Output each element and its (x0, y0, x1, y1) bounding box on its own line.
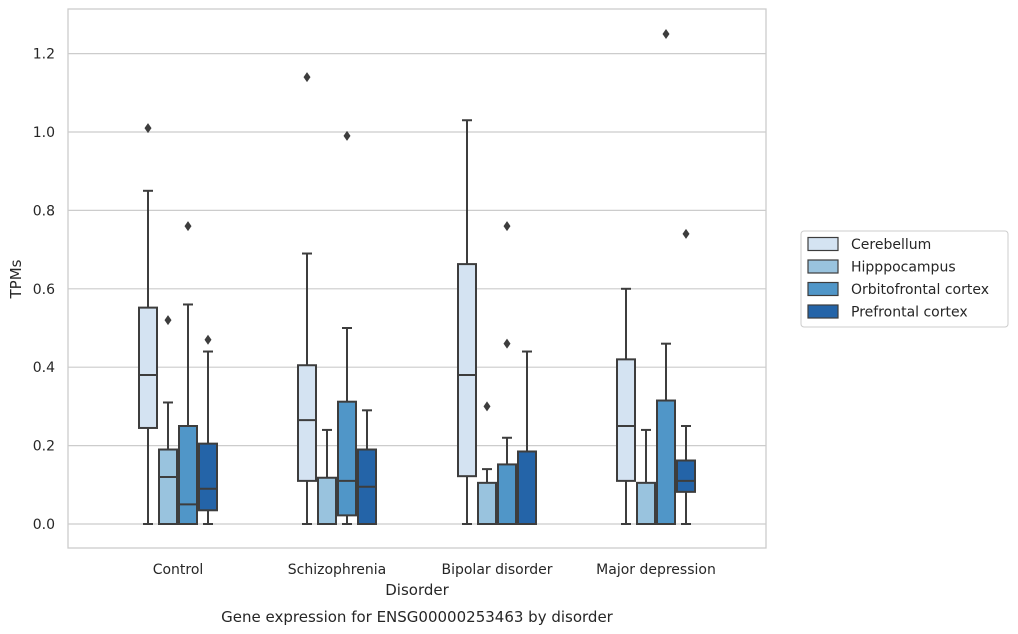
box-body (337, 400, 357, 517)
box-prefrontal-cortex (676, 228, 696, 525)
box-body (457, 263, 477, 478)
x-tick-label: Control (153, 562, 204, 578)
y-tick-label: 0.8 (33, 203, 55, 219)
outlier-point (682, 228, 690, 239)
box-orbitofrontal-cortex (178, 221, 198, 525)
box-hipppocampus (477, 401, 497, 525)
chart-caption: Gene expression for ENSG00000253463 by d… (221, 608, 614, 626)
box-prefrontal-cortex (198, 334, 218, 525)
box-cerebellum (297, 72, 317, 525)
outlier-point (184, 221, 192, 232)
box-orbitofrontal-cortex (337, 130, 357, 525)
legend: Cerebellum Hipppocampus Orbitofrontal cort… (800, 230, 1009, 328)
legend-swatch (807, 259, 839, 274)
legend-label: Cerebellum (851, 237, 931, 253)
box-series (138, 29, 696, 526)
y-tick-label: 0.4 (33, 360, 55, 376)
outlier-point (503, 221, 511, 232)
x-tick-label: Schizophrenia (288, 562, 386, 578)
outlier-point (503, 338, 511, 349)
x-tick-label: Major depression (596, 562, 716, 578)
box-body (138, 306, 158, 429)
legend-swatch (807, 304, 839, 319)
y-tick-label: 1.2 (33, 47, 55, 63)
box-body (676, 459, 696, 493)
box-prefrontal-cortex (357, 409, 377, 525)
legend-swatch (807, 281, 839, 297)
box-body (616, 358, 636, 482)
legend-label: Orbitofrontal cortex (851, 282, 989, 298)
legend-entries: Cerebellum Hipppocampus Orbitofrontal cort… (807, 236, 989, 321)
outlier-point (483, 401, 491, 412)
box-body (158, 448, 178, 525)
y-tick-label: 1.0 (33, 125, 55, 141)
box-body (517, 450, 537, 526)
outlier-point (204, 334, 212, 345)
x-tick-labels: Control Schizophrenia Bipolar disorder Majo… (153, 562, 716, 578)
x-tick-label: Bipolar disorder (441, 562, 552, 578)
outlier-point (164, 315, 172, 326)
y-tick-label: 0.2 (33, 439, 55, 455)
plot-frame (67, 8, 767, 549)
outlier-point (144, 123, 152, 134)
x-axis-title: Disorder (385, 581, 449, 599)
y-tick-label: 0.6 (33, 282, 55, 298)
box-body (297, 364, 317, 482)
box-hipppocampus (636, 428, 656, 525)
box-cerebellum (138, 123, 158, 525)
outlier-point (662, 29, 670, 39)
legend-frame (800, 230, 1009, 328)
box-orbitofrontal-cortex (656, 29, 676, 525)
box-cerebellum (616, 287, 636, 525)
outlier-point (303, 72, 311, 83)
outlier-point (343, 130, 351, 141)
box-body (198, 442, 218, 512)
box-cerebellum (457, 119, 477, 525)
box-hipppocampus (158, 315, 178, 525)
box-hipppocampus (317, 428, 337, 525)
box-orbitofrontal-cortex (497, 221, 517, 525)
box-body (636, 481, 656, 525)
box-prefrontal-cortex (517, 350, 537, 526)
box-body (178, 425, 198, 525)
box-body (317, 476, 337, 525)
legend-label: Prefrontal cortex (851, 305, 968, 321)
legend-swatch (807, 236, 839, 252)
box-body (477, 481, 497, 525)
box-body (656, 399, 676, 525)
y-axis-title: TPMs (7, 259, 25, 299)
y-tick-label: 0.0 (33, 517, 55, 533)
box-body (497, 463, 517, 525)
y-tick-labels: 0.0 0.2 0.4 0.6 0.8 1.0 1.2 (33, 47, 55, 533)
legend-label: Hipppocampus (851, 260, 956, 276)
